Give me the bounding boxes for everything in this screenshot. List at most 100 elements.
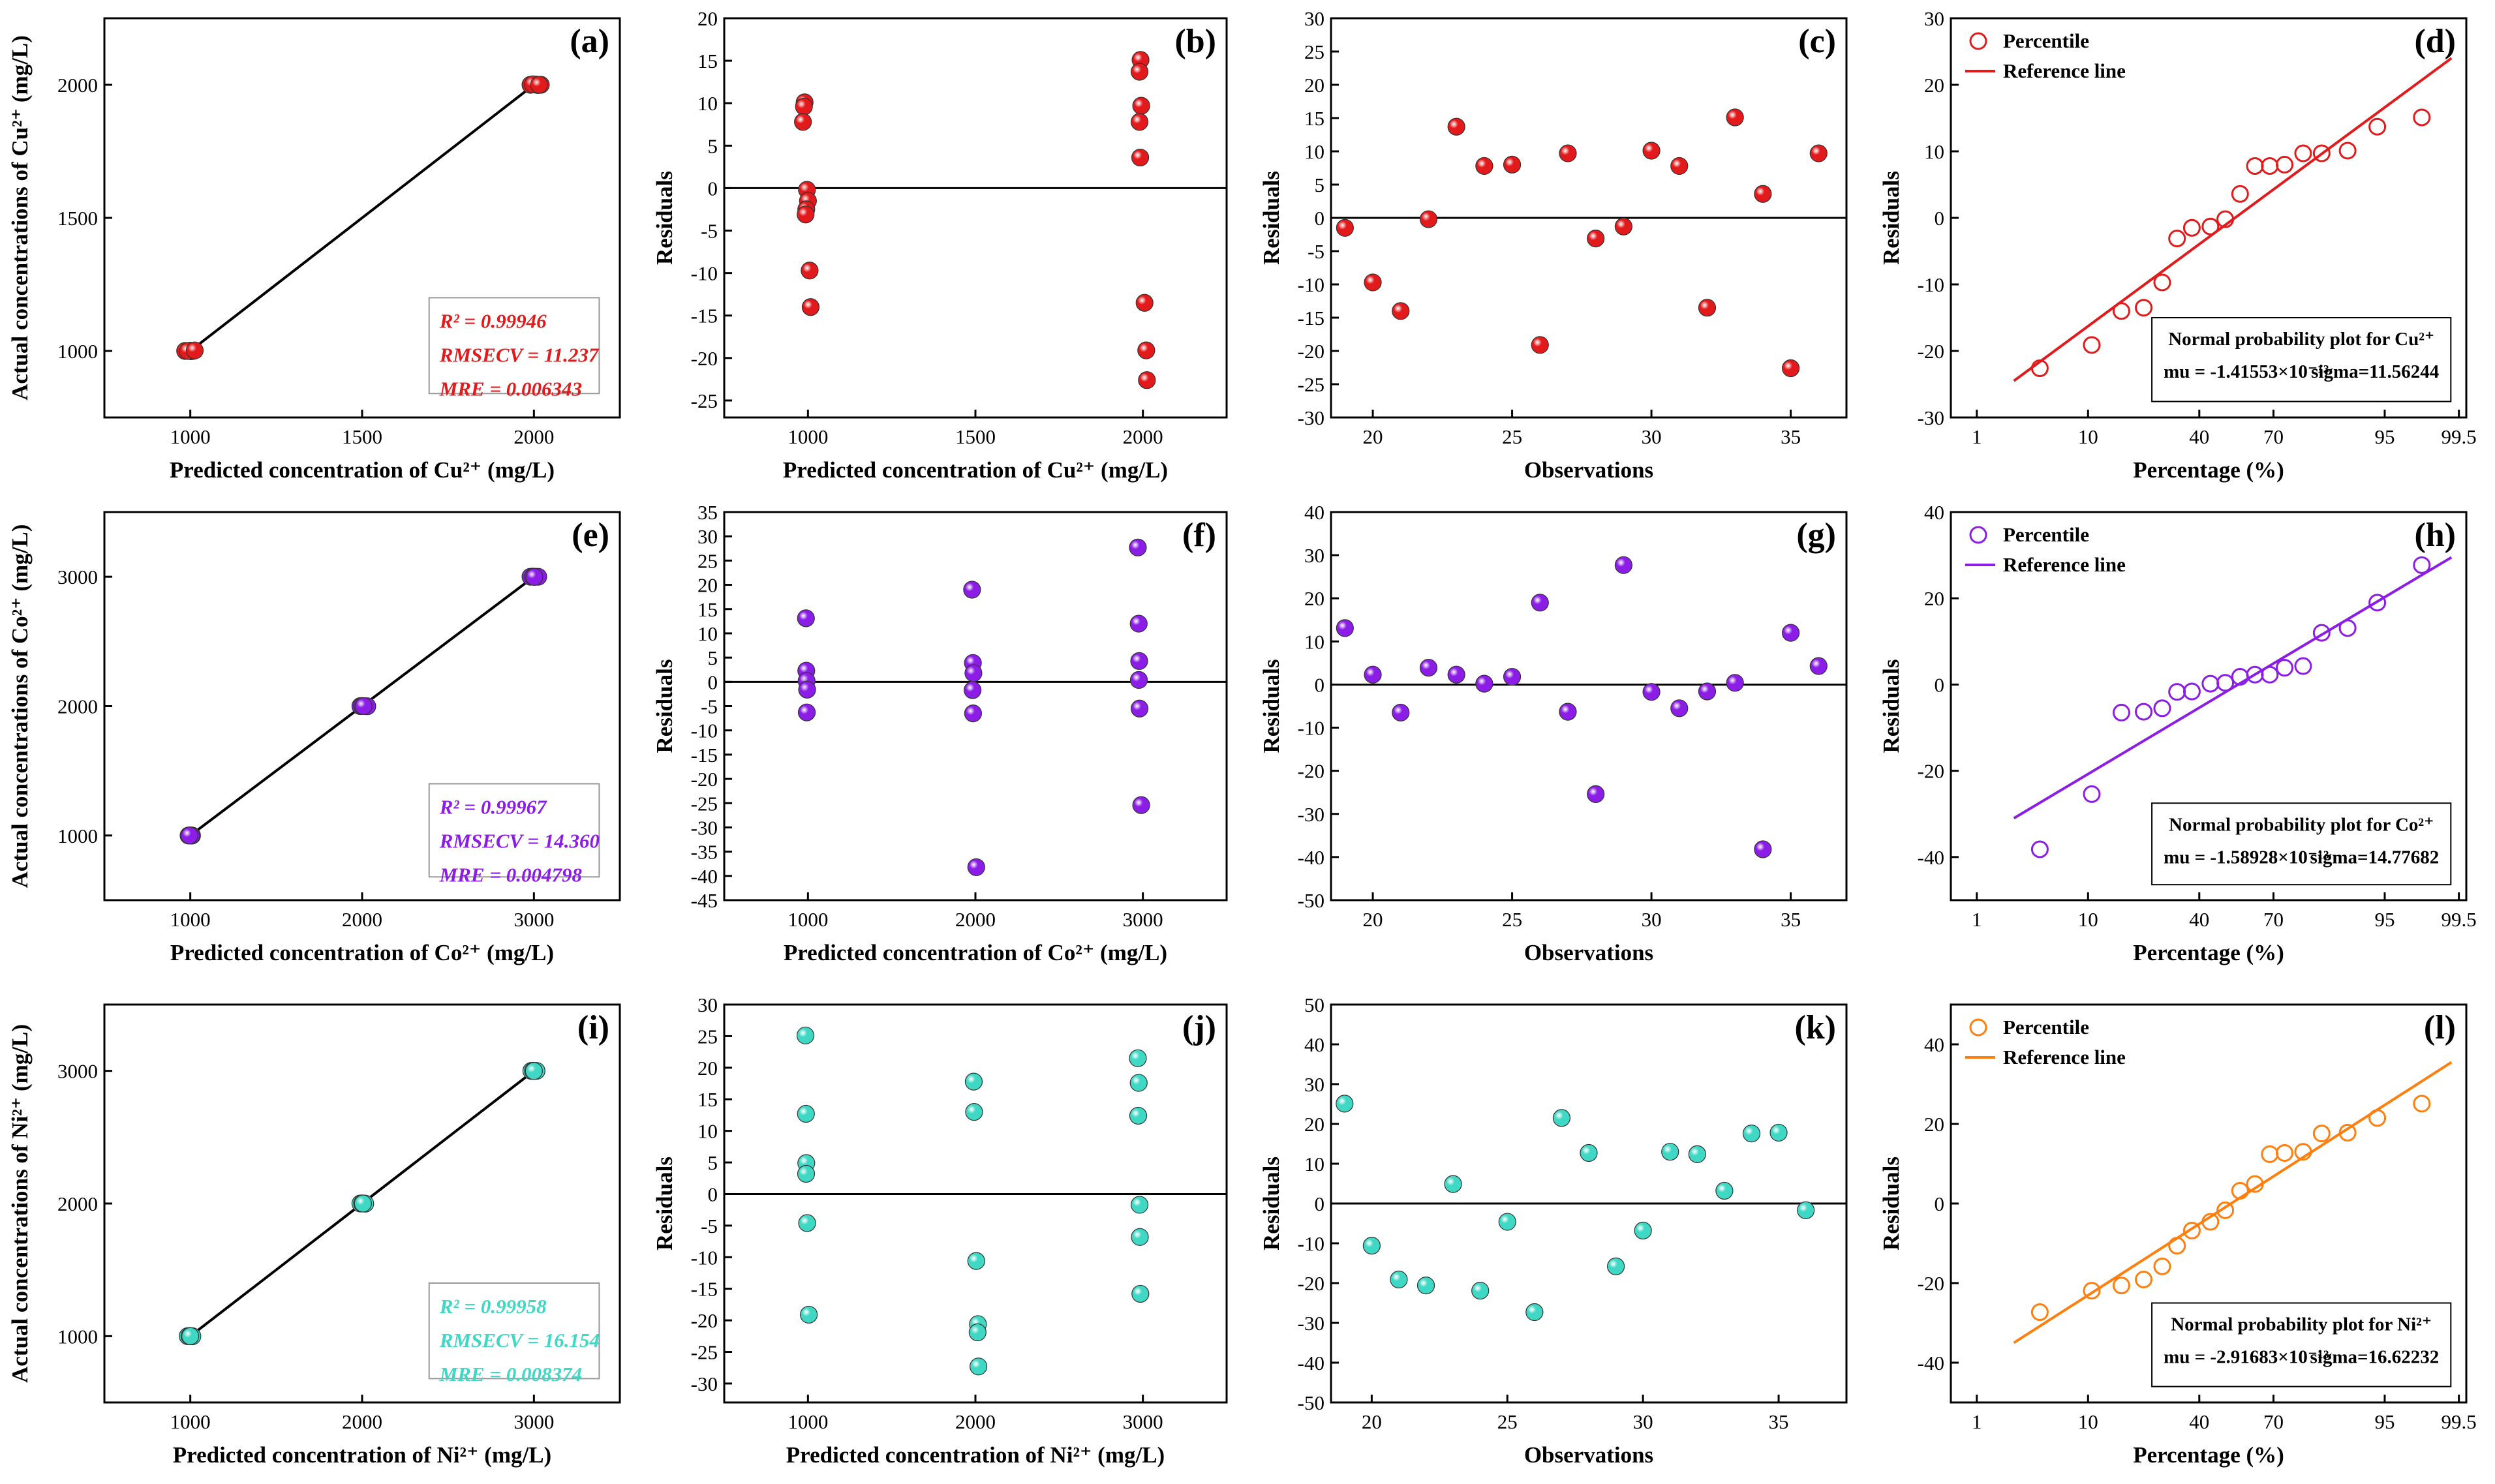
y-tick-label: -20 <box>691 768 718 791</box>
percentile-point <box>2246 157 2264 175</box>
percentile-point <box>2030 840 2049 858</box>
data-point <box>1362 1237 1381 1255</box>
x-axis-title: Observations <box>1524 940 1653 965</box>
legend-percentile-label: Percentile <box>2003 1016 2089 1038</box>
x-tick-label: 3000 <box>513 908 554 931</box>
y-tick-label: 3000 <box>57 1060 98 1083</box>
data-point <box>1688 1145 1706 1163</box>
x-tick-label: 1 <box>1972 425 1982 448</box>
y-tick-label: -5 <box>701 695 718 718</box>
y-tick-label: -50 <box>1298 1391 1324 1414</box>
panel-e: 1000 2000 3000 1000 2000 3000 Predicted concen… <box>7 511 621 965</box>
y-tick-label: -5 <box>701 220 718 243</box>
y-tick-label: 15 <box>1304 107 1324 130</box>
x-tick-label: 40 <box>2189 425 2209 448</box>
stats-line: MRE = 0.006343 <box>439 377 582 400</box>
percentile-point <box>2261 157 2279 175</box>
data-point <box>963 581 981 599</box>
stats-line: RMSECV = 14.360 <box>439 830 600 853</box>
y-tick-label: -20 <box>691 347 718 370</box>
y-tick-label: -10 <box>1918 273 1944 296</box>
panel-label: (d) <box>2414 23 2456 60</box>
y-tick-label: -15 <box>691 1278 718 1301</box>
percentile-point <box>2413 1095 2431 1113</box>
data-point <box>1129 538 1147 556</box>
panel-label: (b) <box>1174 23 1216 60</box>
y-tick-label: -40 <box>1918 1352 1944 1374</box>
y-tick-label: 20 <box>697 574 718 597</box>
y-tick-label: 5 <box>1315 174 1325 196</box>
data-point <box>1559 703 1577 721</box>
npp-box <box>2151 317 2452 402</box>
percentile-point <box>2083 785 2101 803</box>
y-tick-label: -15 <box>691 744 718 766</box>
y-tick-label: 10 <box>697 1120 718 1143</box>
npp-mu: mu = -2.91683×10⁻¹³ <box>2164 1347 2329 1368</box>
percentile-point <box>2413 556 2431 574</box>
panel-label: (k) <box>1794 1009 1836 1046</box>
plot-frame <box>723 1003 1228 1404</box>
data-point <box>1742 1125 1761 1143</box>
x-tick-label: 25 <box>1502 908 1522 931</box>
data-point <box>180 826 198 845</box>
npp-title: Normal probability plot for Co²⁺ <box>2169 814 2434 835</box>
data-point <box>1364 665 1382 684</box>
x-tick-label: 70 <box>2263 908 2284 931</box>
data-point <box>185 341 204 359</box>
legend-reference-label: Reference line <box>2003 553 2126 576</box>
percentile-point <box>2030 359 2049 378</box>
data-point <box>800 1305 818 1324</box>
y-tick-label: 5 <box>708 1151 718 1174</box>
x-tick-label: 2000 <box>342 1410 382 1433</box>
percentile-point <box>2261 1145 2279 1163</box>
percentile-point <box>2294 1143 2312 1161</box>
npp-title: Normal probability plot for Cu²⁺ <box>2168 329 2434 350</box>
data-point <box>1698 682 1717 701</box>
y-tick-label: 2000 <box>57 1192 98 1215</box>
x-tick-label: 1500 <box>342 425 382 448</box>
percentile-point <box>2112 1277 2130 1295</box>
y-tick-label: 1500 <box>57 207 98 230</box>
data-point <box>1129 671 1148 689</box>
percentile-point <box>2368 594 2387 612</box>
data-point <box>964 664 983 682</box>
x-tick-label: 70 <box>2263 425 2284 448</box>
y-tick-label: 1000 <box>57 825 98 847</box>
data-point <box>1137 341 1156 359</box>
data-point <box>525 1062 543 1080</box>
x-tick-label: 40 <box>2189 908 2209 931</box>
data-point <box>1809 657 1828 675</box>
data-point <box>1670 699 1689 718</box>
y-tick-label: 0 <box>1935 673 1945 696</box>
data-point <box>1419 210 1438 228</box>
percentile-point <box>2201 674 2220 693</box>
percentile-point <box>2338 142 2357 160</box>
data-point <box>1447 665 1465 684</box>
data-point <box>354 697 373 716</box>
legend-percentile-icon <box>1969 32 1987 50</box>
stats-line: MRE = 0.004798 <box>439 864 583 886</box>
percentile-point <box>2153 699 2171 718</box>
data-point <box>796 1026 815 1045</box>
y-tick-label: -30 <box>1298 803 1324 826</box>
data-point <box>1130 63 1149 81</box>
y-tick-label: -30 <box>691 1372 718 1395</box>
y-tick-label: 0 <box>1935 207 1945 230</box>
y-tick-label: 3000 <box>57 566 98 588</box>
data-point <box>801 262 819 280</box>
percentile-point <box>2312 624 2331 642</box>
stats-box <box>428 783 600 878</box>
npp-sigma: sigma=16.62232 <box>2310 1347 2440 1368</box>
data-point <box>1642 142 1661 160</box>
y-tick-label: 0 <box>708 1183 718 1205</box>
y-tick-label: -30 <box>691 816 718 839</box>
panel-label: (j) <box>1182 1009 1216 1046</box>
percentile-point <box>2168 230 2186 248</box>
data-point <box>1138 371 1156 389</box>
x-tick-label: 35 <box>1769 1410 1789 1433</box>
x-tick-label: 25 <box>1497 1410 1518 1433</box>
y-tick-label: -35 <box>691 841 718 864</box>
panel-b: -25 -20 -15 -10 -5 0 5 10 15 20 1000 1500 2000 Predic… <box>652 7 1228 483</box>
percentile-point <box>2168 1237 2186 1255</box>
y-tick-label: 30 <box>1304 544 1324 567</box>
